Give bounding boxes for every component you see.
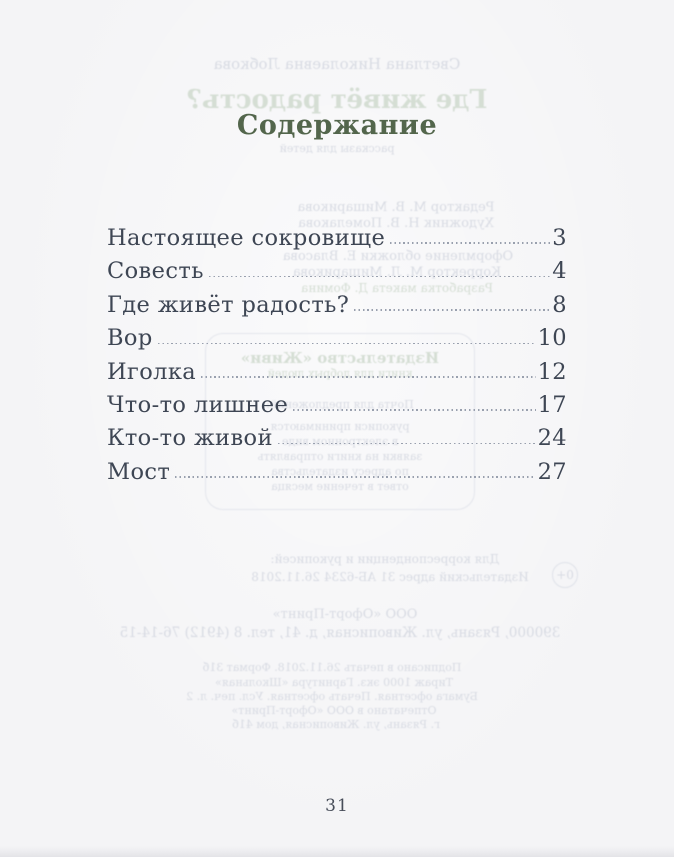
toc-entry-page: 4 xyxy=(552,258,567,285)
toc-entry: Где живёт радость? 8 xyxy=(107,292,567,325)
toc-entry-page: 17 xyxy=(537,391,567,418)
toc-entry-title: Где живёт радость? xyxy=(107,291,350,318)
dot-leader xyxy=(157,342,536,345)
toc-entry-page: 3 xyxy=(552,225,567,251)
toc-entry-title: Мост xyxy=(107,458,171,485)
toc-entry-title: Что-то лишнее xyxy=(107,391,289,418)
toc-entry: Настоящее сокровище 3 xyxy=(107,225,567,258)
toc-entry: Совесть 4 xyxy=(107,258,567,291)
toc-entry: Иголка 12 xyxy=(107,359,567,392)
table-of-contents: Настоящее сокровище 3 Совесть 4 Где живё… xyxy=(107,225,567,492)
dot-leader xyxy=(175,476,536,478)
dot-leader xyxy=(277,442,536,445)
toc-entry: Кто-то живой 24 xyxy=(107,425,567,458)
toc-entry-page: 24 xyxy=(537,425,567,452)
toc-entry-page: 8 xyxy=(552,291,567,318)
dot-leader xyxy=(201,375,536,378)
toc-entry-page: 12 xyxy=(537,358,567,385)
page-number: 31 xyxy=(325,796,349,816)
dot-leader xyxy=(208,275,551,278)
toc-entry-title: Кто-то живой xyxy=(107,425,273,452)
dot-leader xyxy=(354,309,551,311)
toc-entry: Мост 27 xyxy=(107,459,567,492)
toc-entry-title: Иголка xyxy=(107,358,197,385)
dot-leader xyxy=(390,242,551,244)
toc-entry-title: Совесть xyxy=(107,258,204,285)
toc-entry-title: Настоящее сокровище xyxy=(107,225,386,251)
dot-leader xyxy=(293,409,536,411)
toc-entry-title: Вор xyxy=(107,325,153,352)
toc-entry-page: 10 xyxy=(537,325,567,352)
toc-entry-page: 27 xyxy=(537,458,567,485)
page-title: Содержание xyxy=(236,110,438,141)
toc-entry: Что-то лишнее 17 xyxy=(107,392,567,425)
toc-entry: Вор 10 xyxy=(107,325,567,358)
